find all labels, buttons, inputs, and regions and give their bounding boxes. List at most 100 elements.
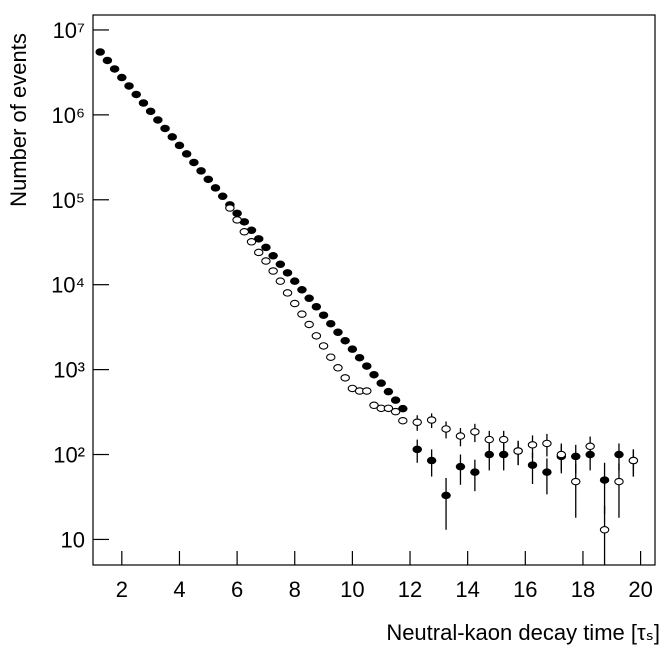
filled-marker bbox=[282, 269, 293, 277]
plot-area bbox=[95, 48, 639, 565]
open-marker bbox=[614, 477, 624, 486]
open-marker bbox=[383, 404, 394, 413]
open-marker bbox=[556, 450, 567, 459]
x-tick-label: 16 bbox=[513, 577, 537, 602]
open-marker bbox=[232, 216, 242, 224]
x-tick-label: 2 bbox=[116, 577, 128, 602]
filled-marker bbox=[398, 404, 408, 413]
filled-marker bbox=[369, 370, 379, 379]
open-marker bbox=[282, 289, 293, 297]
x-tick-label: 18 bbox=[571, 577, 595, 602]
filled-marker bbox=[599, 476, 610, 484]
open-marker bbox=[225, 204, 235, 212]
filled-marker bbox=[181, 150, 192, 158]
filled-marker bbox=[614, 450, 624, 459]
open-marker bbox=[261, 257, 271, 265]
x-tick-label: 6 bbox=[231, 577, 243, 602]
filled-marker bbox=[217, 192, 228, 201]
filled-marker bbox=[354, 353, 365, 362]
filled-marker bbox=[362, 362, 372, 370]
filled-marker bbox=[390, 396, 401, 404]
y-axis-label: Number of events bbox=[6, 33, 31, 207]
y-tick-label: 10 bbox=[61, 527, 85, 552]
filled-marker bbox=[311, 302, 322, 311]
open-marker bbox=[369, 401, 379, 410]
filled-marker bbox=[326, 319, 336, 328]
filled-marker bbox=[412, 445, 422, 454]
filled-marker bbox=[426, 456, 437, 465]
y-tick-label: 10⁶ bbox=[51, 103, 85, 128]
filled-marker bbox=[261, 243, 271, 252]
filled-marker bbox=[297, 286, 307, 294]
open-marker bbox=[253, 248, 264, 257]
filled-marker bbox=[124, 82, 134, 90]
y-tick-label: 10⁵ bbox=[51, 188, 85, 213]
filled-marker bbox=[138, 99, 149, 107]
open-marker bbox=[398, 416, 408, 425]
y-tick-label: 10⁷ bbox=[53, 18, 85, 43]
open-marker bbox=[599, 526, 610, 534]
x-tick-label: 14 bbox=[455, 577, 479, 602]
filled-marker bbox=[383, 387, 394, 396]
filled-marker bbox=[542, 468, 552, 476]
filled-marker bbox=[203, 175, 214, 184]
filled-marker bbox=[160, 124, 170, 133]
filled-marker bbox=[527, 461, 538, 469]
open-marker bbox=[628, 456, 639, 465]
filled-marker bbox=[455, 462, 466, 471]
filled-marker bbox=[95, 48, 105, 56]
open-marker bbox=[275, 277, 286, 285]
x-tick-label: 10 bbox=[340, 577, 364, 602]
open-marker bbox=[412, 418, 422, 426]
y-tick-label: 10³ bbox=[53, 358, 85, 383]
open-marker bbox=[498, 435, 509, 444]
filled-marker bbox=[484, 450, 495, 459]
filled-marker bbox=[117, 73, 127, 82]
open-marker bbox=[304, 320, 314, 329]
open-marker bbox=[297, 310, 307, 318]
open-marker bbox=[542, 439, 552, 448]
filled-marker bbox=[145, 107, 156, 116]
filled-marker bbox=[109, 65, 120, 73]
open-marker bbox=[239, 228, 250, 236]
filled-marker bbox=[470, 468, 480, 476]
filled-marker bbox=[498, 450, 509, 459]
x-tick-label: 4 bbox=[173, 577, 185, 602]
open-marker bbox=[484, 435, 495, 444]
filled-marker bbox=[167, 133, 178, 141]
open-marker bbox=[585, 442, 595, 451]
open-marker bbox=[362, 387, 372, 395]
open-marker bbox=[268, 267, 278, 275]
x-tick-label: 8 bbox=[289, 577, 301, 602]
filled-marker bbox=[376, 379, 386, 387]
y-tick-label: 10² bbox=[53, 443, 85, 468]
open-marker bbox=[326, 353, 336, 361]
filled-marker bbox=[174, 141, 185, 150]
x-axis-label: Neutral-kaon decay time [τₛ] bbox=[386, 620, 660, 645]
open-marker bbox=[426, 416, 437, 424]
filled-marker bbox=[196, 167, 206, 175]
filled-marker bbox=[210, 184, 221, 192]
filled-marker bbox=[232, 209, 242, 218]
open-marker bbox=[311, 332, 322, 340]
open-marker bbox=[289, 299, 300, 308]
open-marker bbox=[513, 447, 523, 455]
filled-marker bbox=[347, 345, 358, 353]
filled-marker bbox=[570, 452, 581, 461]
x-tick-label: 20 bbox=[628, 577, 652, 602]
open-marker bbox=[333, 364, 343, 372]
open-marker bbox=[455, 432, 466, 440]
filled-marker bbox=[318, 311, 329, 319]
filled-marker bbox=[189, 158, 199, 167]
x-tick-label: 12 bbox=[398, 577, 422, 602]
filled-marker bbox=[340, 336, 350, 345]
open-marker bbox=[246, 238, 257, 246]
filled-marker bbox=[268, 252, 278, 260]
filled-marker bbox=[253, 235, 264, 243]
filled-marker bbox=[304, 294, 314, 303]
filled-marker bbox=[102, 56, 113, 65]
open-marker bbox=[470, 428, 480, 436]
filled-marker bbox=[289, 277, 300, 285]
